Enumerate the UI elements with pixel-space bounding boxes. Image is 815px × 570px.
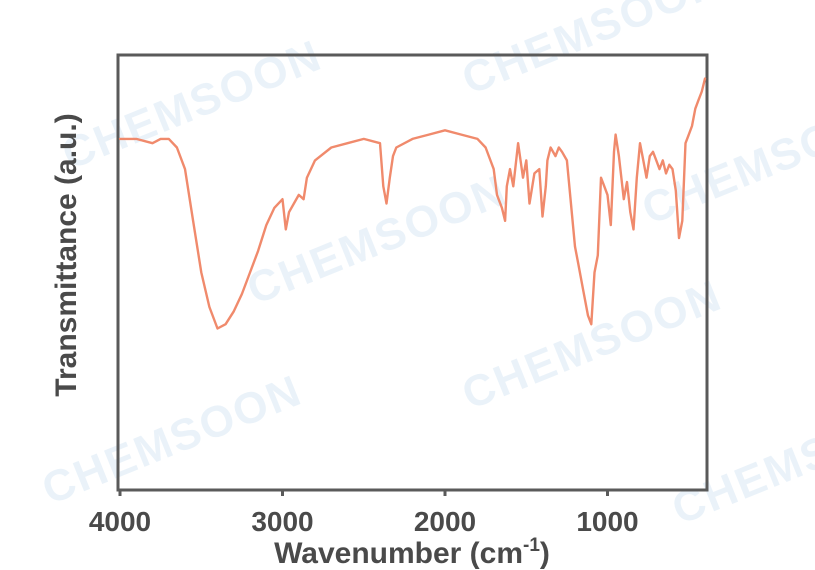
x-axis-ticks: 4000 3000 2000 1000 xyxy=(89,489,639,537)
x-tick-label: 1000 xyxy=(576,506,638,537)
spectrum-line xyxy=(118,77,707,330)
y-axis-title: Transmittance (a.u.) xyxy=(50,113,83,396)
x-axis-title-main: Wavenumber (cm xyxy=(274,537,523,570)
x-tick-label: 2000 xyxy=(414,506,476,537)
x-tick-label: 3000 xyxy=(251,506,313,537)
watermark-text: CHEMSOON xyxy=(665,386,815,534)
x-tick-label: 4000 xyxy=(89,506,151,537)
watermark-text: CHEMSOON xyxy=(55,31,328,179)
x-axis-title-close: ) xyxy=(540,537,550,570)
x-axis-title: Wavenumber (cm-1) xyxy=(274,535,550,570)
plot-frame xyxy=(116,53,709,492)
watermark-text: CHEMSOON xyxy=(455,0,728,104)
watermark-layer: CHEMSOON CHEMSOON CHEMSOON CHEMSOON CHEM… xyxy=(35,0,815,534)
x-axis-title-superscript: -1 xyxy=(523,535,540,556)
watermark-text: CHEMSOON xyxy=(240,166,513,314)
